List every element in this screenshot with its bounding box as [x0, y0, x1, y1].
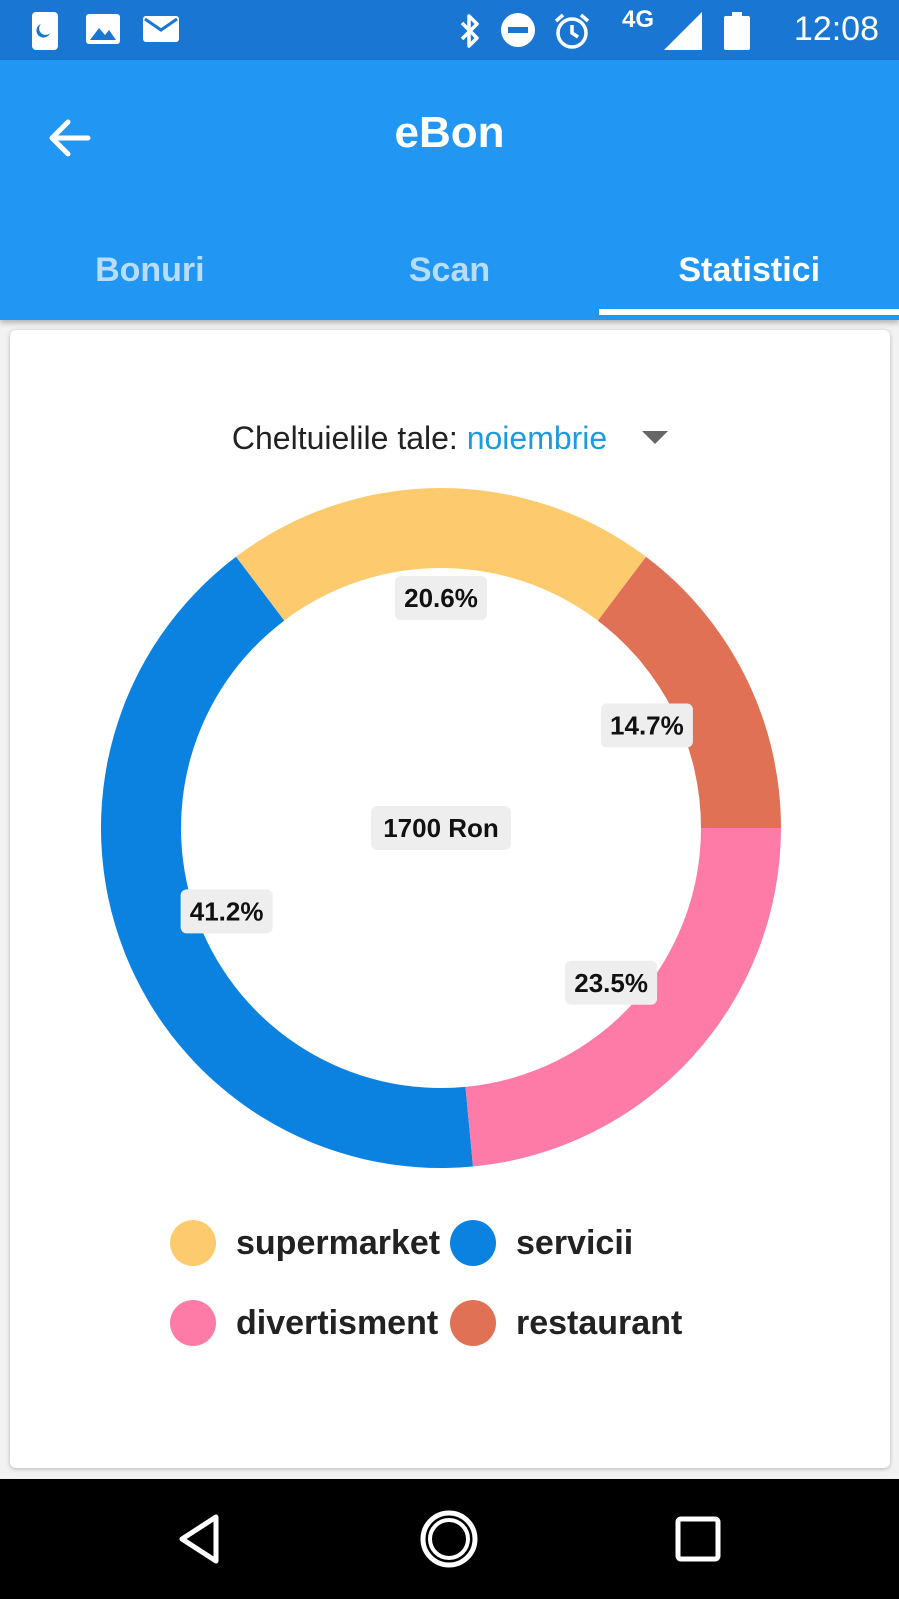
slice-divertisment[interactable]: [465, 828, 781, 1167]
app-title: eBon: [394, 108, 505, 157]
back-triangle-icon[interactable]: [168, 1507, 232, 1571]
legend-color-dot: [450, 1220, 496, 1266]
slice-label-background: [565, 960, 658, 1005]
legend-item-supermarket: supermarket: [170, 1220, 440, 1266]
mail-notification-icon: [143, 16, 179, 42]
center-label-background: [371, 806, 511, 850]
slice-percent-label: 20.6%: [395, 576, 487, 620]
slice-servicii[interactable]: [100, 556, 473, 1168]
legend-color-dot: [170, 1300, 216, 1346]
legend-item-restaurant: restaurant: [450, 1300, 682, 1346]
dropdown-arrow-icon[interactable]: [642, 431, 669, 445]
navigation-bar: [0, 1479, 899, 1599]
alarm-icon: [554, 13, 590, 49]
phone-app-icon: [32, 12, 58, 50]
legend-item-divertisment: divertisment: [170, 1300, 438, 1346]
slice-label-background: [600, 703, 693, 748]
tab-indicator: [599, 309, 899, 315]
recents-square-icon[interactable]: [666, 1507, 730, 1571]
month-dropdown[interactable]: noiembrie: [466, 420, 608, 456]
app-bar: eBon Bonuri Scan Statistici: [0, 60, 899, 320]
legend-label: servicii: [516, 1223, 634, 1262]
legend-item-servicii: servicii: [450, 1220, 633, 1266]
do-not-disturb-icon: [501, 13, 535, 47]
back-arrow-icon[interactable]: [44, 112, 96, 164]
donut-chart: 14.7% 20.6% 41.2% 23.5% 1700 Ron: [100, 488, 781, 1168]
center-total-text: 1700 Ron: [383, 813, 499, 843]
slice-percent-label: 41.2%: [180, 889, 273, 934]
selector-prefix: Cheltuielile tale:: [231, 420, 458, 456]
slice-percent-label: 14.7%: [600, 703, 693, 748]
legend-label: restaurant: [516, 1303, 683, 1342]
legend-label: divertisment: [236, 1303, 439, 1342]
center-total-label: 1700 Ron: [371, 806, 511, 850]
battery-icon: [724, 12, 750, 50]
legend-label: supermarket: [236, 1223, 441, 1262]
legend-color-dot: [170, 1220, 216, 1266]
slice-percent-text: 23.5%: [574, 968, 648, 998]
bluetooth-icon: [460, 14, 479, 48]
slice-label-background: [180, 889, 273, 934]
image-notification-icon: [86, 14, 120, 44]
slice-percent-text: 14.7%: [610, 711, 684, 741]
tab-label: Bonuri: [95, 251, 205, 289]
month-selector: Cheltuielile tale: noiembrie: [10, 420, 890, 457]
network-type: 4G: [622, 6, 655, 33]
status-bar: 4G 12:08: [0, 0, 899, 60]
slice-percent-label: 23.5%: [565, 960, 658, 1005]
tab-scan[interactable]: Scan: [300, 230, 600, 320]
tab-statistici[interactable]: Statistici: [599, 230, 899, 320]
slice-percent-text: 20.6%: [404, 583, 478, 613]
tab-label: Scan: [408, 251, 491, 289]
slice-restaurant[interactable]: [597, 556, 781, 828]
legend-color-dot: [450, 1300, 496, 1346]
tab-bar: Bonuri Scan Statistici: [0, 230, 899, 320]
home-circle-icon[interactable]: [417, 1507, 481, 1571]
clock: 12:08: [793, 10, 879, 48]
slice-supermarket[interactable]: [236, 488, 646, 621]
slice-percent-text: 41.2%: [190, 896, 264, 926]
tab-label: Statistici: [678, 251, 821, 289]
signal-icon: [664, 12, 702, 50]
slice-label-background: [395, 576, 487, 620]
statistics-card: Cheltuielile tale: noiembrie 14.7% 20.6% 4…: [10, 330, 890, 1468]
tab-bonuri[interactable]: Bonuri: [0, 230, 300, 320]
